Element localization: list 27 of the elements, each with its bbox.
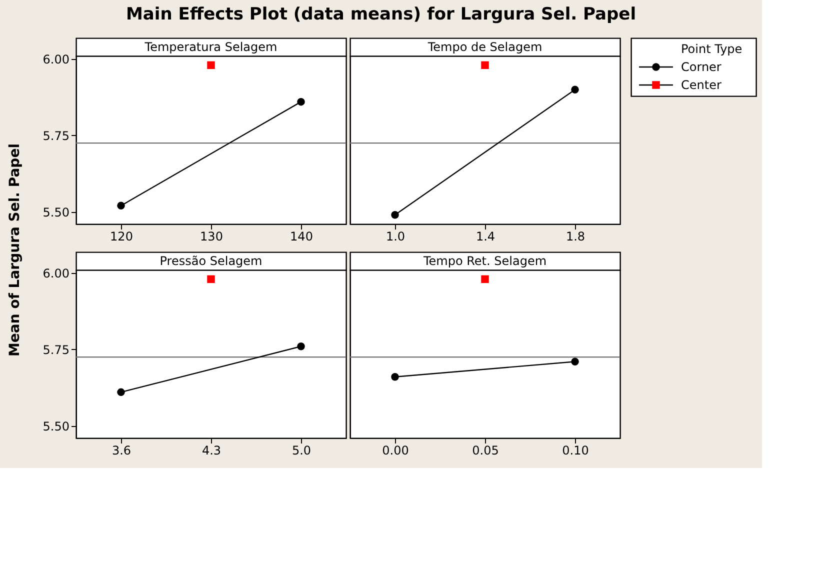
x-tick-label: 1.8 [566,230,586,244]
x-tick-label: 130 [200,230,223,244]
y-tick-label: 6.00 [42,52,70,67]
x-tick-label: 0.10 [562,444,589,458]
x-tick-label: 120 [110,230,133,244]
y-tick-label: 6.00 [42,266,70,281]
legend-label: Center [681,78,722,92]
chart-subtitle: Pressão Selagem [160,254,262,268]
x-tick-label: 1.0 [386,230,406,244]
y-tick-label: 5.75 [42,128,70,143]
x-tick-label: 0.05 [472,444,499,458]
x-tick-label: 1.4 [476,230,496,244]
x-tick-label: 0.00 [382,444,409,458]
x-tick-label: 4.3 [202,444,222,458]
x-tick-label: 140 [290,230,313,244]
x-tick-label: 3.6 [112,444,132,458]
text: Main Effects Plot (data means) for Largura Sel. Papel [126,4,636,24]
chart-subtitle: Temperatura Selagem [144,40,278,54]
y-axis-title: Mean of Largura Sel. Papel [7,143,23,357]
y-tick-label: 5.50 [42,205,70,220]
legend-title: Point Type [681,42,742,56]
chart-subtitle: Tempo de Selagem [426,40,542,54]
y-tick-label: 5.50 [42,419,70,434]
legend-label: Corner [681,60,722,74]
x-tick-label: 5.0 [292,444,312,458]
chart-subtitle: Tempo Ret. Selagem [422,254,547,268]
y-tick-label: 5.75 [42,342,70,357]
